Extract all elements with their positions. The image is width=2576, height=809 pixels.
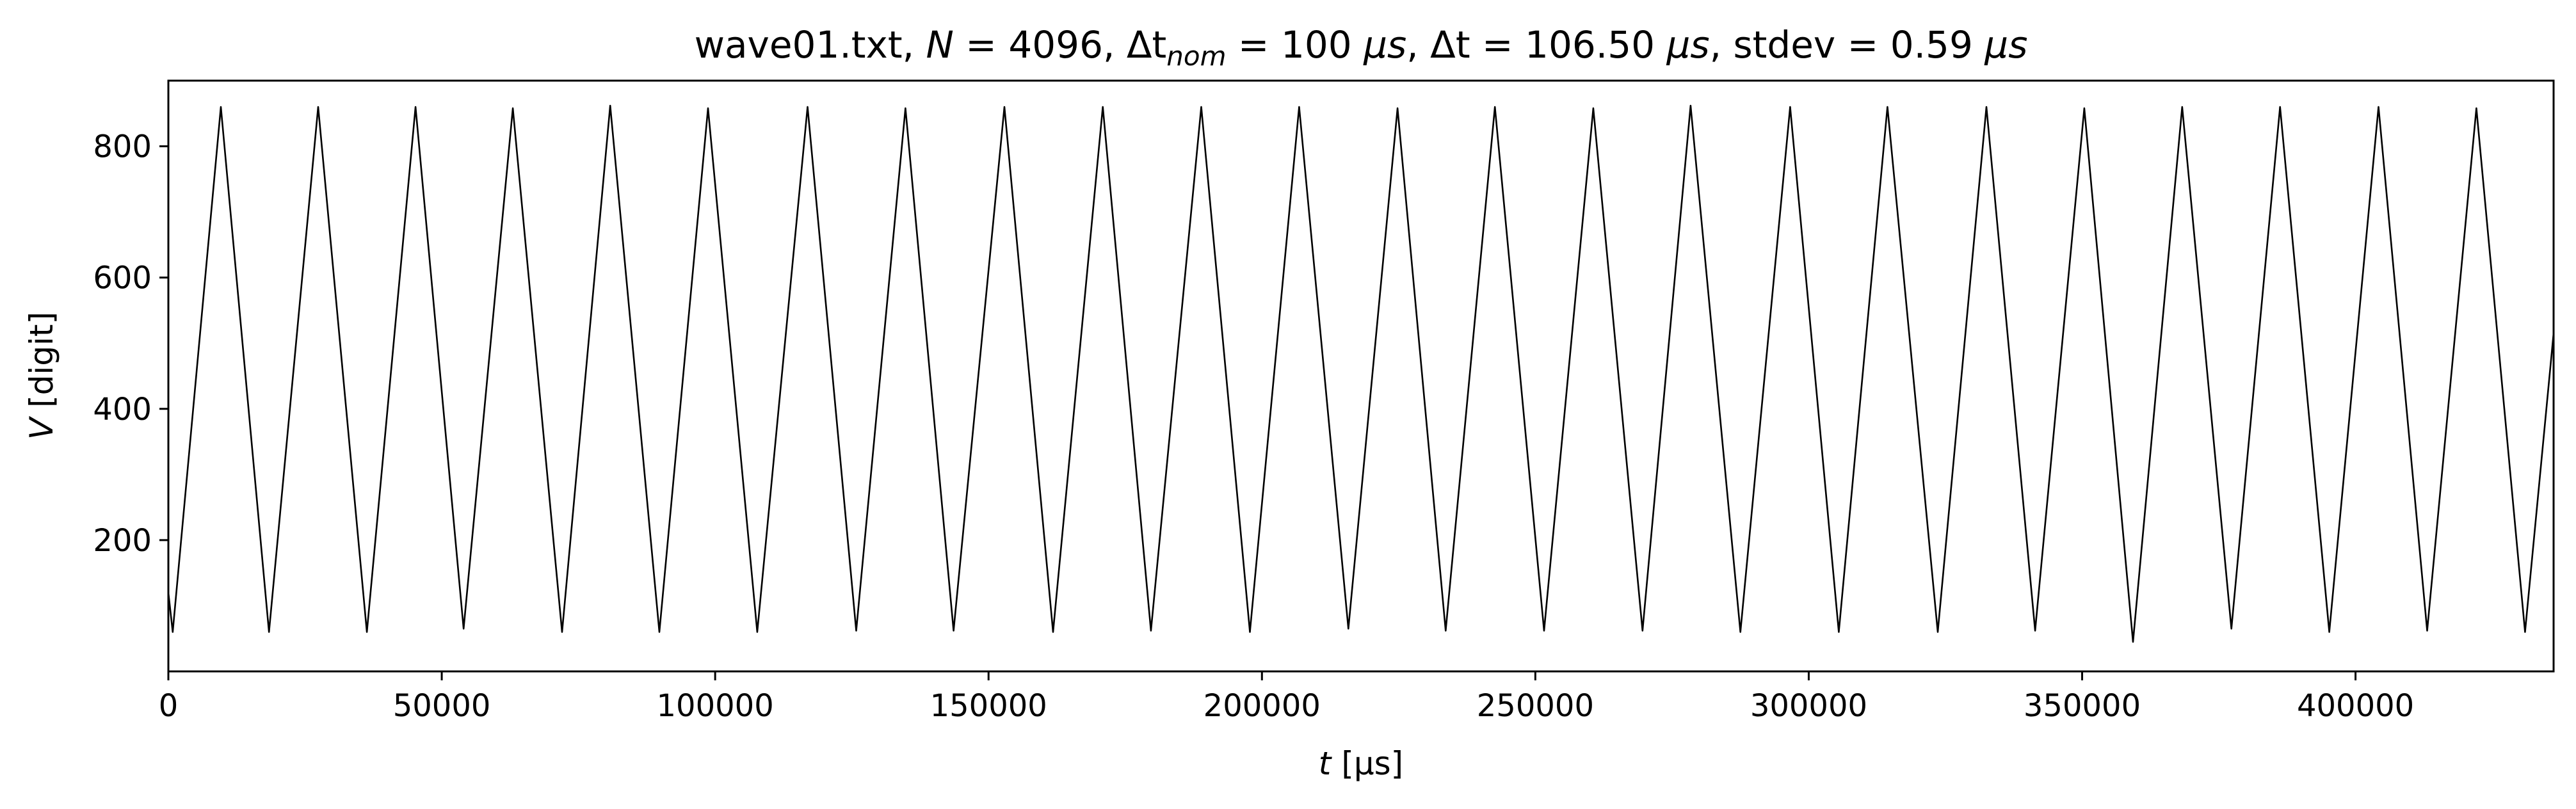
y-tick-label: 800 <box>93 129 152 165</box>
x-tick-label: 50000 <box>393 688 491 724</box>
y-tick-label: 200 <box>93 523 152 559</box>
series-line-1 <box>168 104 2554 643</box>
x-tick-label: 0 <box>159 688 179 724</box>
y-axis-label: V [digit] <box>23 312 60 440</box>
plot-area <box>168 104 2554 643</box>
x-tick-label: 150000 <box>930 688 1047 724</box>
x-tick-label: 350000 <box>2024 688 2141 724</box>
chart-title: wave01.txt, N = 4096, Δtnom = 100 μs, Δt… <box>695 23 2028 72</box>
y-tick-label: 400 <box>93 392 152 428</box>
x-axis-label: t [μs] <box>1319 745 1403 782</box>
x-tick-label: 300000 <box>1750 688 1867 724</box>
axes-frame <box>167 79 2555 673</box>
x-tick-label: 250000 <box>1477 688 1594 724</box>
x-axis: 0 50000 100000 150000 200000 250000 300000 3500… <box>159 671 2414 724</box>
x-tick-label: 400000 <box>2297 688 2414 724</box>
x-tick-label: 200000 <box>1203 688 1321 724</box>
x-tick-label: 100000 <box>657 688 774 724</box>
y-tick-label: 600 <box>93 260 152 296</box>
y-axis: 200 400 600 800 <box>93 129 168 559</box>
